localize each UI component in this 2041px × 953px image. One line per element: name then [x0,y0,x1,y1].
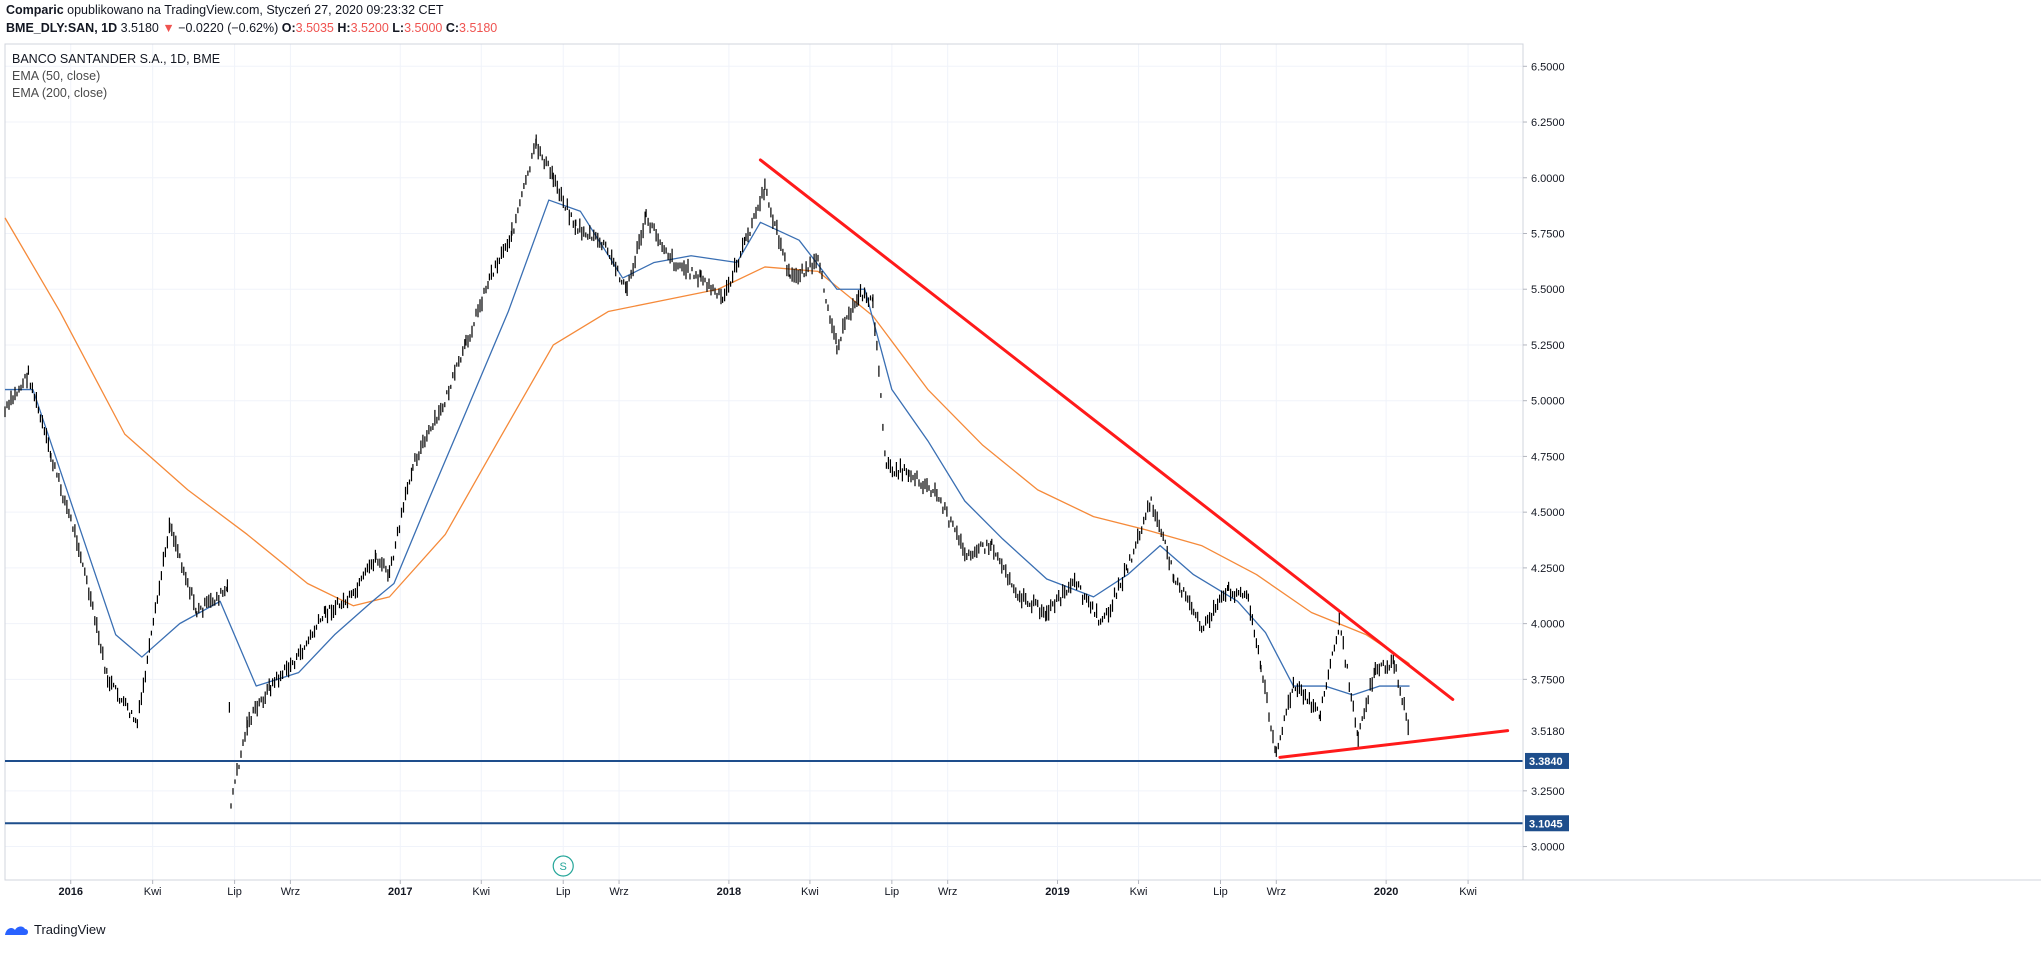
support-price-label: 3.3840 [1529,756,1563,768]
open-label: O: [281,21,296,35]
last-price: 3.5180 [120,21,159,35]
current-price-label: 3.5180 [1531,726,1565,738]
time-tick-label: Kwi [1130,886,1148,898]
time-tick-label: Wrz [938,886,957,898]
support-price-label: 3.1045 [1529,818,1563,830]
price-tick-label: 3.7500 [1531,674,1565,686]
time-tick-label: Kwi [1459,886,1477,898]
time-tick-label: 2019 [1045,886,1069,898]
price-tick-label: 5.2500 [1531,340,1565,352]
support-price-tag [1525,752,1569,769]
split-event-label: S [560,861,567,873]
low-value: 3.5000 [404,21,443,35]
ema200-line [4,217,1410,665]
time-axis[interactable]: 2016 Kwi Lip Wrz 2017 Kwi Lip Wrz 2018 Kwi Lip Wrz 2… [5,879,2041,898]
time-tick-label: Lip [556,886,571,898]
price-tick-label: 4.0000 [1531,619,1565,631]
trendlines[interactable] [758,158,1510,759]
price-tick-label: 3.2500 [1531,786,1565,798]
open-value: 3.5035 [295,21,334,35]
price-change: −0.0220 (−0.62%) [178,21,279,35]
price-tick-label: 6.0000 [1531,173,1565,185]
price-tick-label: 3.0000 [1531,842,1565,854]
time-tick-label: Wrz [281,886,300,898]
time-tick-label: Wrz [609,886,628,898]
symbol-header: BME_DLY:SAN, 1D 3.5180 ▼ −0.0220 (−0.62%… [6,21,497,35]
time-tick-label: Wrz [1267,886,1286,898]
support-lines[interactable] [5,759,1523,825]
legend-ema50: EMA (50, close) [12,69,100,83]
high-value: 3.5200 [350,21,389,35]
high-label: H: [337,21,351,35]
author-name[interactable]: Comparic [6,3,64,17]
price-tick-label: 4.2500 [1531,563,1565,575]
time-tick-label: 2016 [58,886,82,898]
time-tick-label: 2020 [1374,886,1398,898]
time-tick-label: Kwi [144,886,162,898]
low-label: L: [392,21,405,35]
grid [5,44,1523,880]
close-label: C: [445,21,460,35]
time-tick-label: Kwi [472,886,490,898]
legend-title: BANCO SANTANDER S.A., 1D, BME [12,52,220,66]
split-event-icon[interactable] [552,855,574,877]
price-tick-label: 4.5000 [1531,507,1565,519]
time-tick-label: 2017 [388,886,412,898]
price-axis-bg [1523,44,2041,880]
trendline[interactable] [758,158,1455,701]
time-tick-label: Lip [1213,886,1228,898]
chart-legend: BANCO SANTANDER S.A., 1D, BME EMA (50, c… [12,52,220,100]
change-down-icon: ▼ [162,21,175,35]
price-series [4,134,1409,809]
published-text: opublikowano na TradingView.com, Styczeń… [67,3,444,17]
price-tick-label: 6.5000 [1531,61,1565,73]
legend-ema200: EMA (200, close) [12,86,107,100]
price-tick-label: 5.7500 [1531,228,1565,240]
price-tick-label: 5.0000 [1531,396,1565,408]
time-tick-label: Lip [227,886,242,898]
publish-info: Comparic opublikowano na TradingView.com… [6,3,444,17]
price-tick-label: 6.2500 [1531,117,1565,129]
price-tick-label: 4.7500 [1531,451,1565,463]
close-value: 3.5180 [459,21,498,35]
symbol-label[interactable]: BME_DLY:SAN, 1D [6,21,118,35]
tradingview-footer[interactable]: TradingView [4,922,106,937]
price-axis[interactable]: 6.5000 6.2500 6.0000 5.7500 5.5000 5.2500 5.00… [1522,44,2041,880]
ema200-path [4,217,1410,665]
time-tick-label: 2018 [717,886,741,898]
trendline[interactable] [1278,729,1510,759]
ema50-line [5,199,1410,696]
ema50-path [5,199,1410,696]
time-tick-label: Lip [885,886,900,898]
tradingview-logo-icon [5,925,28,935]
price-tick-label: 5.5000 [1531,284,1565,296]
tradingview-brand: TradingView [34,922,106,937]
time-tick-label: Kwi [801,886,819,898]
support-price-tag [1525,815,1569,832]
event-markers[interactable]: S [552,855,574,877]
